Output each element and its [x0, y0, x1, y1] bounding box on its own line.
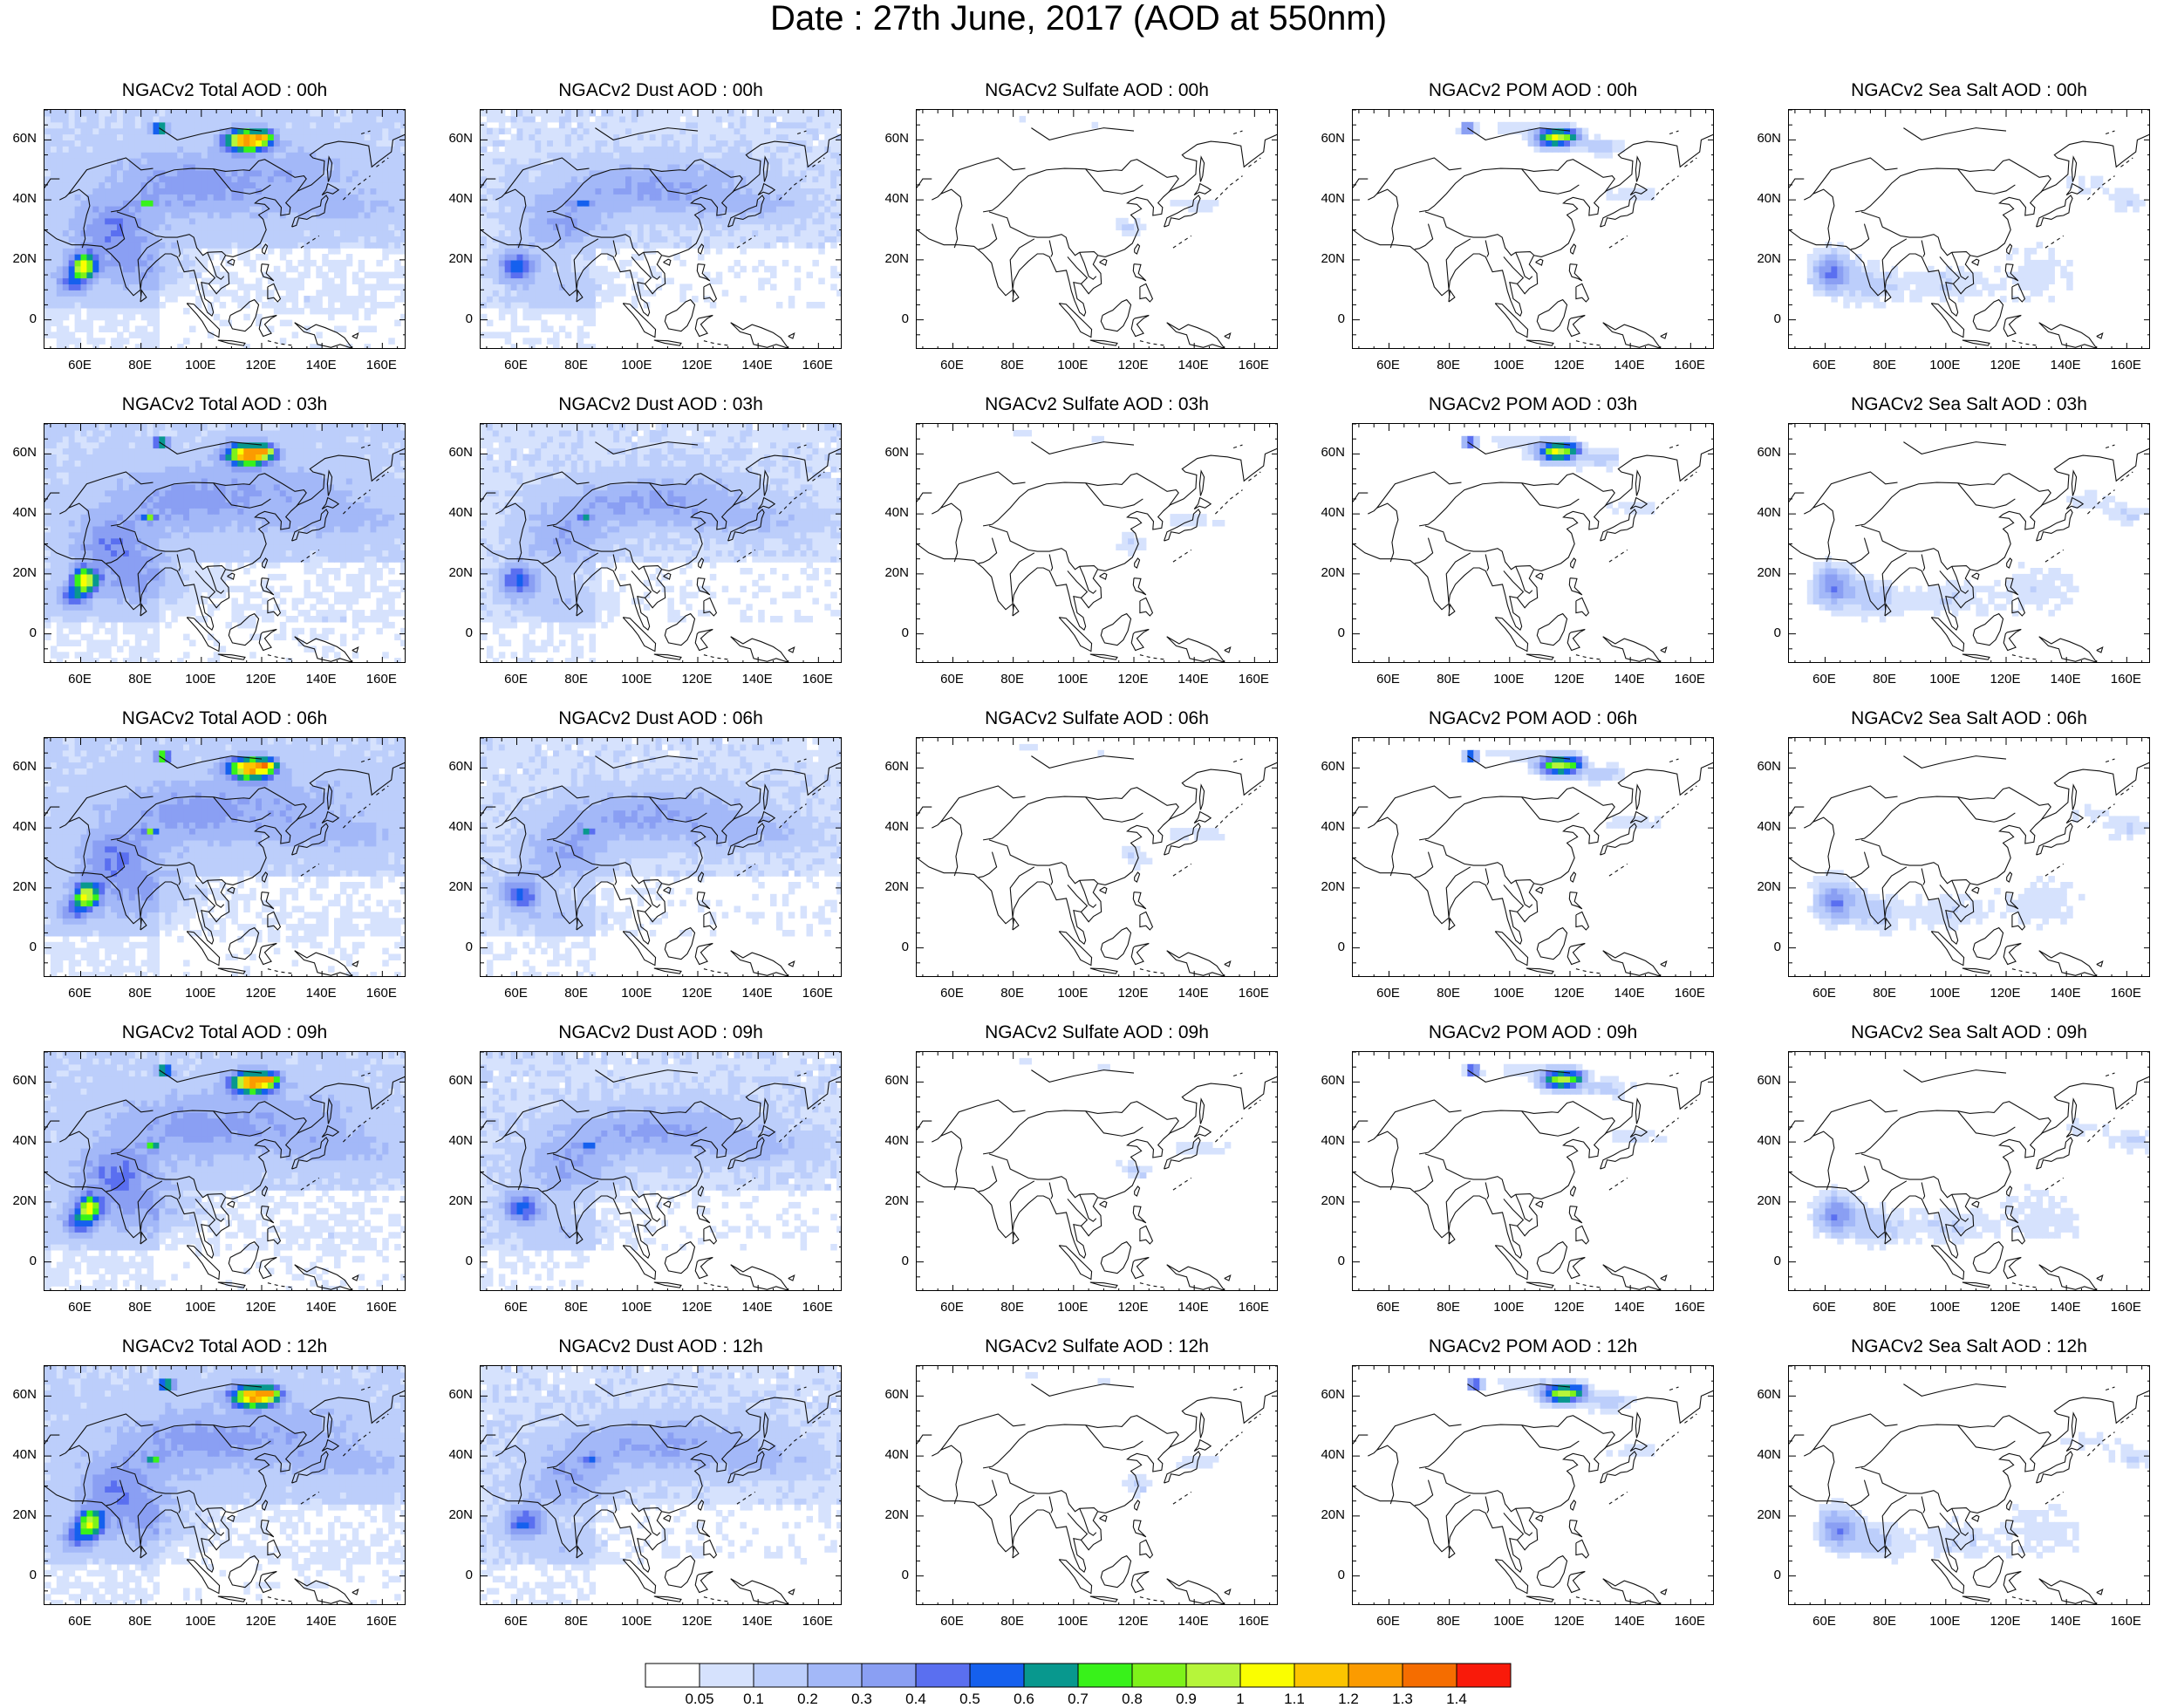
- colorbar-swatch: [1132, 1664, 1186, 1687]
- colorbar-label: 0.1: [743, 1691, 764, 1708]
- colorbar-swatch: [1186, 1664, 1240, 1687]
- colorbar-swatch: [645, 1664, 700, 1687]
- colorbar-swatch: [1348, 1664, 1403, 1687]
- colorbar-label: 1.1: [1284, 1691, 1305, 1708]
- colorbar-swatch: [1403, 1664, 1457, 1687]
- colorbar-label: 0.05: [685, 1691, 713, 1708]
- colorbar-label: 0.2: [797, 1691, 818, 1708]
- colorbar-swatch: [970, 1664, 1024, 1687]
- colorbar-label: 0.3: [851, 1691, 872, 1708]
- colorbar-swatch: [1078, 1664, 1132, 1687]
- colorbar-swatch: [1240, 1664, 1294, 1687]
- colorbar-swatch: [808, 1664, 862, 1687]
- colorbar-label: 1: [1236, 1691, 1244, 1708]
- colorbar-label: 0.6: [1014, 1691, 1034, 1708]
- colorbar-swatch: [1294, 1664, 1348, 1687]
- colorbar-label: 0.5: [959, 1691, 980, 1708]
- colorbar-label: 0.8: [1122, 1691, 1143, 1708]
- colorbar-label: 0.9: [1176, 1691, 1197, 1708]
- colorbar-label: 1.4: [1446, 1691, 1467, 1708]
- colorbar-swatch: [754, 1664, 808, 1687]
- colorbar-swatch: [1457, 1664, 1511, 1687]
- colorbar-label: 1.2: [1338, 1691, 1359, 1708]
- colorbar-label: 0.4: [905, 1691, 926, 1708]
- colorbar-swatch: [700, 1664, 754, 1687]
- colorbar-swatch: [862, 1664, 916, 1687]
- colorbar-label: 0.7: [1068, 1691, 1089, 1708]
- colorbar-swatch: [916, 1664, 970, 1687]
- colorbar-label: 1.3: [1392, 1691, 1413, 1708]
- colorbar-swatch: [1024, 1664, 1078, 1687]
